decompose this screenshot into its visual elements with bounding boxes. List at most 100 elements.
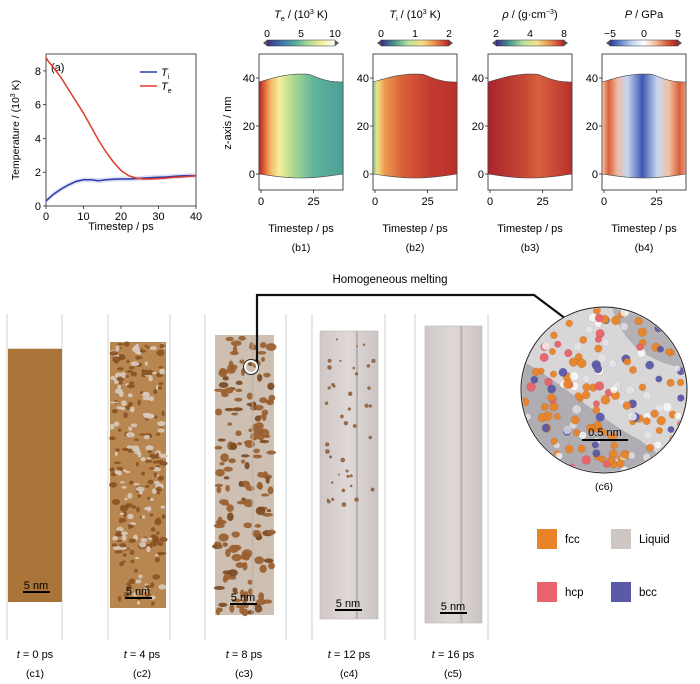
snapshot-2: 5 nm t = 4 ps (c2) bbox=[107, 314, 171, 680]
colorbar-tick-label: 0 bbox=[264, 28, 270, 40]
y-tick-label: 6 bbox=[35, 100, 41, 112]
x-tick-label: 30 bbox=[152, 211, 164, 223]
phase-legend: fcc Liquid hcp bcc bbox=[537, 529, 670, 602]
colorbar-title: ρ / (g·cm−3) bbox=[501, 9, 557, 21]
heatmap-field bbox=[372, 73, 458, 179]
colorbar-tick-label: 5 bbox=[675, 28, 681, 40]
atom-column bbox=[319, 330, 379, 620]
ion-temperature-band bbox=[46, 173, 196, 204]
panel-label-a: (a) bbox=[51, 62, 64, 74]
x-tick-label: 20 bbox=[115, 211, 127, 223]
panel-label: (c2) bbox=[133, 668, 151, 680]
x-tick-label: 0 bbox=[487, 196, 493, 208]
legend-label-fcc: fcc bbox=[565, 534, 580, 546]
x-tick-label: 0 bbox=[372, 196, 378, 208]
legend-swatch-fcc bbox=[537, 529, 557, 549]
legend-label-bcc: bcc bbox=[639, 587, 657, 599]
colorbar bbox=[380, 39, 450, 47]
y-tick-label: 2 bbox=[35, 167, 41, 179]
y-tick-label: 40 bbox=[586, 73, 598, 85]
y-tick-label: 20 bbox=[357, 121, 369, 133]
colorbar-title: P / GPa bbox=[625, 9, 664, 21]
scale-bar-label: 5 nm bbox=[231, 592, 255, 604]
panel-label: (c3) bbox=[235, 668, 253, 680]
x-axis-label: Timestep / ps bbox=[268, 223, 334, 235]
timestep-label: t = 16 ps bbox=[432, 649, 475, 661]
legend-label-hcp: hcp bbox=[565, 587, 584, 599]
y-tick-label: 0 bbox=[35, 201, 41, 213]
panel-label: (b1) bbox=[292, 242, 311, 254]
z-axis-label: z-axis / nm bbox=[222, 96, 234, 149]
y-tick-label: 0 bbox=[592, 169, 598, 181]
homogeneous-melting-callout: Homogeneous melting bbox=[243, 274, 567, 375]
scale-bar-label: 5 nm bbox=[24, 580, 48, 592]
x-tick-label: 25 bbox=[422, 196, 434, 208]
x-axis-label: Timestep / ps bbox=[497, 223, 563, 235]
panel-label: (c5) bbox=[444, 668, 462, 680]
colorbar-tick-label: 8 bbox=[561, 28, 567, 40]
scale-bar-label: 5 nm bbox=[126, 586, 150, 598]
colorbar-tick-label: −5 bbox=[604, 28, 616, 40]
colorbar bbox=[266, 39, 336, 47]
timestep-label: t = 4 ps bbox=[124, 649, 161, 661]
callout-title: Homogeneous melting bbox=[332, 274, 447, 286]
x-tick-label: 25 bbox=[651, 196, 663, 208]
melting-site-marker bbox=[244, 360, 258, 374]
legend-label: Te bbox=[161, 81, 172, 95]
y-tick-label: 0 bbox=[363, 169, 369, 181]
heatmap-b2: 0 1 2 Ti / (103 K) 0 20 40 0 25 Timestep / ps (b2) bbox=[357, 9, 458, 254]
y-tick-label: 0 bbox=[478, 169, 484, 181]
zoom-scale-label: 0.5 nm bbox=[588, 427, 622, 439]
heatmap-b4: −5 0 5 P / GPa 0 20 40 0 25 Timestep / ps (b4) bbox=[586, 9, 687, 254]
colorbar-tick-label: 10 bbox=[329, 28, 341, 40]
snapshot-4: 5 nm t = 12 ps (c4) bbox=[311, 314, 386, 680]
legend-swatch-bcc bbox=[611, 582, 631, 602]
x-tick-label: 0 bbox=[258, 196, 264, 208]
x-tick-label: 0 bbox=[43, 211, 49, 223]
colorbar-title: Te / (103 K) bbox=[274, 9, 328, 23]
x-axis-label: Timestep / ps bbox=[382, 223, 448, 235]
temperature-line-chart: (a) 0 2 4 6 8 0 10 20 30 40 Timestep / ps Temper… bbox=[10, 53, 202, 233]
zoom-panel-label: (c6) bbox=[595, 481, 613, 493]
snapshot-1: 5 nm t = 0 ps (c1) bbox=[6, 314, 63, 680]
snapshot-3: 5 nm t = 8 ps (c3) bbox=[204, 314, 287, 680]
snapshot-columns: 5 nm t = 0 ps (c1) 5 nm t = 4 ps (c2) 5 nm t = … bbox=[6, 314, 489, 680]
x-tick-label: 10 bbox=[77, 211, 89, 223]
x-tick-label: 25 bbox=[537, 196, 549, 208]
legend-label: Ti bbox=[161, 67, 170, 81]
y-tick-label: 20 bbox=[586, 121, 598, 133]
heatmap-b3: 2 4 8 ρ / (g·cm−3) 0 20 40 0 25 Timestep / ps (b3) bbox=[472, 9, 573, 254]
panel-label: (c1) bbox=[26, 668, 44, 680]
legend-swatch-liquid bbox=[611, 529, 631, 549]
callout-connector bbox=[255, 293, 567, 368]
y-tick-label: 20 bbox=[472, 121, 484, 133]
panel-label: (c4) bbox=[340, 668, 358, 680]
y-tick-label: 40 bbox=[472, 73, 484, 85]
colorbar-tick-label: 2 bbox=[446, 28, 452, 40]
colorbar bbox=[609, 39, 679, 47]
heatmap-field bbox=[258, 73, 344, 179]
x-tick-label: 25 bbox=[308, 196, 320, 208]
x-tick-label: 40 bbox=[190, 211, 202, 223]
y-tick-label: 20 bbox=[243, 121, 255, 133]
x-axis-label: Timestep / ps bbox=[88, 221, 154, 233]
heatmap-field bbox=[601, 73, 687, 179]
timestep-label: t = 12 ps bbox=[328, 649, 371, 661]
colorbar-title: Ti / (103 K) bbox=[389, 9, 440, 23]
y-tick-label: 8 bbox=[35, 66, 41, 78]
scale-bar-label: 5 nm bbox=[336, 598, 360, 610]
colorbar bbox=[495, 39, 565, 47]
legend-label-liquid: Liquid bbox=[639, 534, 670, 546]
heatmap-field bbox=[487, 73, 573, 179]
y-tick-label: 40 bbox=[357, 73, 369, 85]
colorbar-tick-label: 5 bbox=[298, 28, 304, 40]
panel-label: (b2) bbox=[406, 242, 425, 254]
panel-label: (b4) bbox=[635, 242, 654, 254]
y-tick-label: 4 bbox=[35, 133, 41, 145]
y-axis-label: Temperature / (103 K) bbox=[10, 80, 22, 180]
series-line-Ti bbox=[45, 174, 196, 202]
x-tick-label: 0 bbox=[601, 196, 607, 208]
timestep-label: t = 8 ps bbox=[226, 649, 263, 661]
